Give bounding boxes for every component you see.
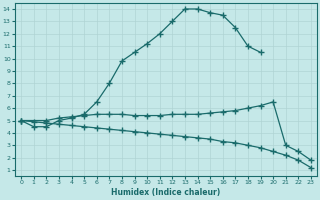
- X-axis label: Humidex (Indice chaleur): Humidex (Indice chaleur): [111, 188, 221, 197]
